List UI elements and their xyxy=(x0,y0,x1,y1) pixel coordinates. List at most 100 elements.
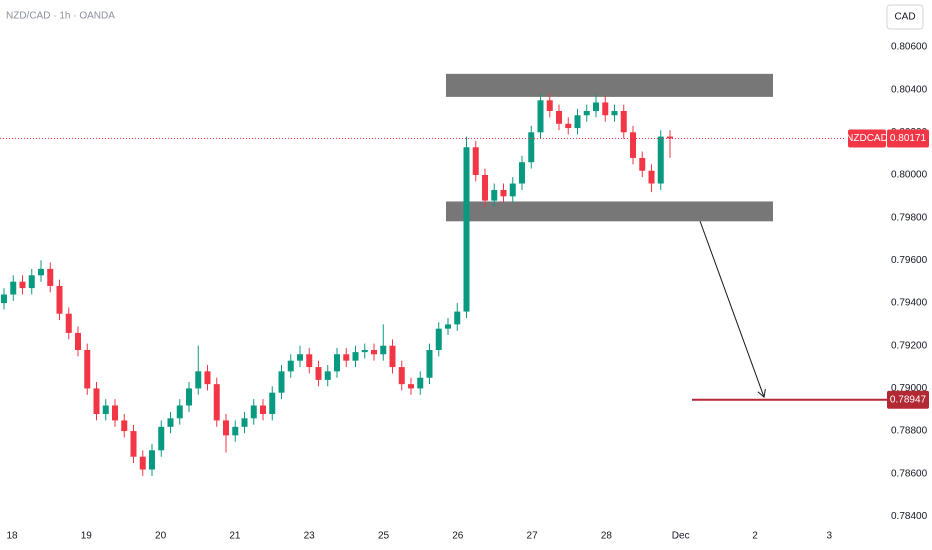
candle-body xyxy=(10,281,17,295)
last-price-label: 0.80171 xyxy=(890,133,927,144)
candle-body xyxy=(334,354,340,372)
candle-body xyxy=(121,420,128,432)
x-tick-label: 28 xyxy=(601,531,613,542)
price-badge xyxy=(887,129,929,148)
candle-body xyxy=(324,371,331,380)
candle-body xyxy=(75,332,81,350)
x-tick-label: 23 xyxy=(304,531,316,542)
currency-button[interactable] xyxy=(886,4,924,30)
candle-body xyxy=(47,268,54,286)
candle-body xyxy=(361,350,368,353)
candle-body xyxy=(38,268,44,276)
candle-body xyxy=(454,311,461,325)
candle-body xyxy=(611,110,618,116)
candle-body xyxy=(130,431,137,457)
candle-body xyxy=(445,324,451,329)
candle-body xyxy=(389,345,396,368)
chart-title: NZD/CAD · 1h · OANDA xyxy=(6,11,115,22)
candle-body xyxy=(343,354,350,361)
candle-body xyxy=(546,100,553,111)
y-tick-label: 0.80600 xyxy=(891,42,928,53)
candle-body xyxy=(574,115,581,129)
candle-body xyxy=(315,367,322,380)
candle-body xyxy=(287,360,294,372)
candle-body xyxy=(250,405,257,419)
x-tick-label: 18 xyxy=(6,531,18,542)
candle-body xyxy=(398,367,405,385)
candle-body xyxy=(102,405,109,415)
y-tick-label: 0.79400 xyxy=(891,298,928,309)
candle-body xyxy=(648,170,655,184)
candle-body xyxy=(1,294,7,304)
candle-body xyxy=(491,189,498,201)
candle-body xyxy=(241,418,248,427)
y-tick-label: 0.79000 xyxy=(891,383,928,394)
y-tick-label: 0.79600 xyxy=(891,255,928,266)
target-badge xyxy=(887,390,929,409)
candle-body xyxy=(167,418,174,427)
candle-body xyxy=(84,350,91,389)
candle-body xyxy=(426,350,433,378)
candle-body xyxy=(158,426,165,451)
y-tick-label: 0.79200 xyxy=(891,340,928,351)
candle-body xyxy=(260,405,266,415)
candle-body xyxy=(28,275,35,289)
x-tick-label: 20 xyxy=(155,531,167,542)
candle-body xyxy=(269,392,276,415)
candle-body xyxy=(556,110,562,124)
candle-body xyxy=(657,136,664,184)
candle-body xyxy=(482,175,488,201)
candle-body xyxy=(408,384,414,389)
candle-body xyxy=(112,405,118,421)
candle-body xyxy=(176,405,183,419)
zone xyxy=(446,73,773,97)
x-tick-label: 2 xyxy=(752,531,758,542)
y-tick-label: 0.80400 xyxy=(891,84,928,95)
y-tick-label: 0.78400 xyxy=(891,511,928,522)
y-tick-label: 0.78600 xyxy=(891,468,928,479)
candle-body xyxy=(630,132,636,158)
candle-body xyxy=(352,352,359,361)
y-tick-label: 0.78800 xyxy=(891,426,928,437)
candle-body xyxy=(306,354,313,368)
candle-body xyxy=(602,102,609,116)
candle-body xyxy=(56,285,63,314)
target-label: 0.78947 xyxy=(890,394,927,405)
candle-body xyxy=(204,371,211,385)
candle-body xyxy=(213,384,220,421)
candle-body xyxy=(537,100,544,133)
candle-body xyxy=(65,313,72,333)
candle-body xyxy=(278,371,285,393)
x-tick-label: 21 xyxy=(229,531,241,542)
candle-body xyxy=(593,102,599,111)
candle-body xyxy=(297,354,303,361)
candle-body xyxy=(195,371,202,389)
y-tick-label: 0.79800 xyxy=(891,212,928,223)
x-tick-label: 19 xyxy=(81,531,93,542)
candle-body xyxy=(463,147,470,312)
candle-body xyxy=(472,147,479,175)
candle-body xyxy=(232,426,239,436)
candle-body xyxy=(149,450,155,470)
candle-body xyxy=(528,132,535,163)
x-tick-label: 3 xyxy=(827,531,833,542)
x-tick-label: 26 xyxy=(452,531,464,542)
candle-body xyxy=(371,350,377,355)
zone xyxy=(446,201,773,222)
x-tick-label: 25 xyxy=(378,531,390,542)
currency-label[interactable]: CAD xyxy=(894,12,915,23)
candle-body xyxy=(639,157,646,171)
candle-body xyxy=(583,110,590,116)
y-tick-label: 0.80000 xyxy=(891,170,928,181)
candle-body xyxy=(417,377,424,389)
candle-body xyxy=(19,281,26,289)
candle-body xyxy=(435,328,442,350)
symbol-badge xyxy=(848,129,886,148)
candle-body xyxy=(667,136,673,139)
candle-body xyxy=(565,123,572,129)
candle-body xyxy=(223,420,229,436)
candle-body xyxy=(93,388,100,415)
x-tick-label: Dec xyxy=(672,531,690,542)
x-tick-label: 27 xyxy=(527,531,539,542)
